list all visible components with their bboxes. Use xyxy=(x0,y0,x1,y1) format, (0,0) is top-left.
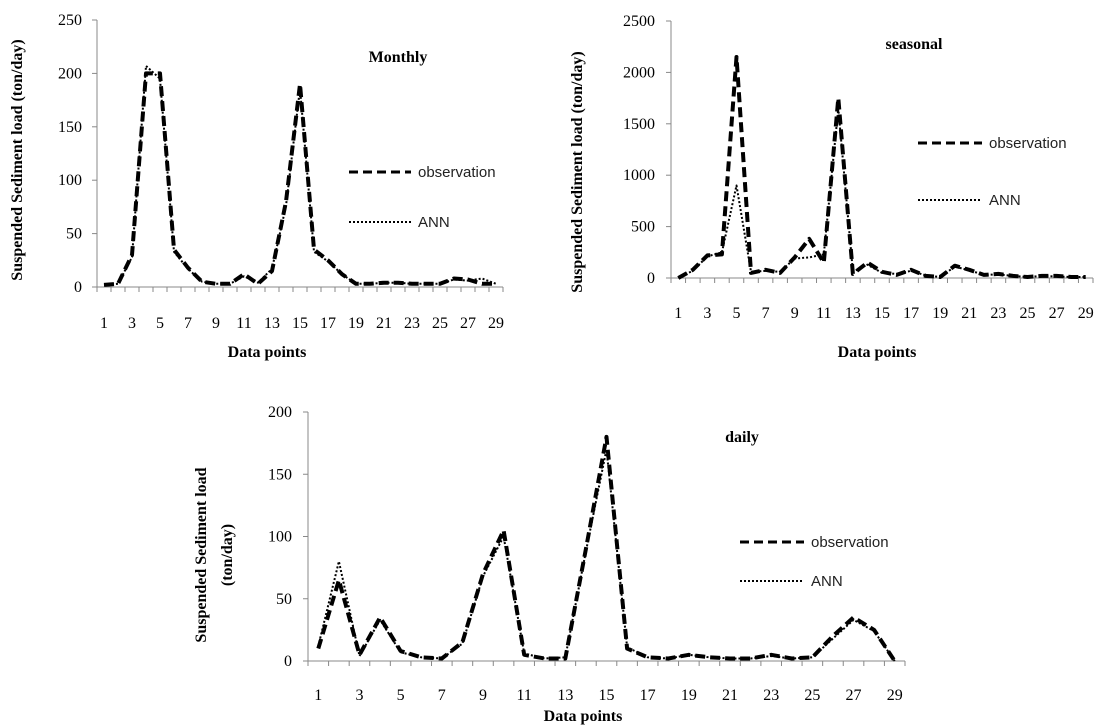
series-line-observation xyxy=(316,434,897,663)
x-tick-label: 15 xyxy=(292,315,308,332)
y-tick-label: 200 xyxy=(58,65,82,82)
x-tick-label: 19 xyxy=(348,315,364,332)
x-axis-title: Data points xyxy=(228,344,307,361)
x-tick-label: 25 xyxy=(432,315,448,332)
legend: observation ANN xyxy=(918,135,1067,209)
x-tick-label: 27 xyxy=(460,315,476,332)
chart-title: seasonal xyxy=(886,36,943,53)
x-tick-label: 21 xyxy=(376,315,392,332)
x-tick-label: 25 xyxy=(1020,305,1036,322)
x-tick-label: 29 xyxy=(1078,305,1094,322)
y-axis-title: Suspended Sediment load (ton/day) xyxy=(9,39,26,280)
y-tick-label: 1000 xyxy=(623,167,655,184)
x-tick-label: 13 xyxy=(557,687,573,704)
x-tick-label: 15 xyxy=(599,687,615,704)
y-tick-label: 50 xyxy=(276,591,292,608)
x-tick-label: 7 xyxy=(438,687,446,704)
series-line-ann xyxy=(677,107,1086,279)
y-tick-label: 200 xyxy=(268,404,292,421)
y-tick-label: 150 xyxy=(58,119,82,136)
x-tick-label: 3 xyxy=(703,305,711,322)
y-axis-title-line-1: Suspended Sediment load xyxy=(193,467,210,642)
x-tick-label: 21 xyxy=(722,687,738,704)
x-tick-label: 13 xyxy=(845,305,861,322)
legend-label-observation: observation xyxy=(811,534,889,551)
x-tick-label: 13 xyxy=(264,315,280,332)
x-tick-label: 27 xyxy=(1049,305,1065,322)
chart-title: daily xyxy=(725,429,759,446)
y-tick-label: 0 xyxy=(647,270,655,287)
series-line-observation xyxy=(677,55,1086,280)
x-tick-label: 17 xyxy=(640,687,656,704)
x-tick-label: 21 xyxy=(961,305,977,322)
x-tick-label: 9 xyxy=(212,315,220,332)
y-tick-label: 150 xyxy=(268,466,292,483)
x-tick-label: 17 xyxy=(903,305,919,322)
x-tick-label: 15 xyxy=(874,305,890,322)
x-tick-label: 1 xyxy=(674,305,682,322)
y-tick-label: 2000 xyxy=(623,64,655,81)
legend-label-observation: observation xyxy=(989,135,1067,152)
x-tick-label: 23 xyxy=(763,687,779,704)
x-tick-label: 19 xyxy=(932,305,948,322)
x-axis-title: Data points xyxy=(544,708,623,725)
y-tick-label: 500 xyxy=(631,219,655,236)
x-tick-label: 5 xyxy=(397,687,405,704)
y-tick-label: 2500 xyxy=(623,13,655,30)
y-tick-label: 100 xyxy=(58,172,82,189)
y-axis-title: Suspended Sediment load (ton/day) xyxy=(569,51,586,292)
series-line-ann xyxy=(317,448,896,662)
legend-label-ann: ANN xyxy=(989,192,1021,209)
x-tick-label: 7 xyxy=(184,315,192,332)
x-tick-label: 1 xyxy=(314,687,322,704)
x-tick-label: 25 xyxy=(804,687,820,704)
x-tick-label: 9 xyxy=(479,687,487,704)
x-tick-label: 17 xyxy=(320,315,336,332)
y-axis-title-line-2: (ton/day) xyxy=(219,524,236,586)
x-tick-label: 11 xyxy=(516,687,531,704)
x-tick-label: 23 xyxy=(404,315,420,332)
y-tick-label: 0 xyxy=(74,279,82,296)
x-tick-label: 5 xyxy=(156,315,164,332)
x-tick-label: 23 xyxy=(990,305,1006,322)
x-tick-label: 9 xyxy=(791,305,799,322)
x-tick-label: 7 xyxy=(762,305,770,322)
x-tick-label: 11 xyxy=(236,315,251,332)
x-tick-label: 1 xyxy=(100,315,108,332)
x-tick-label: 3 xyxy=(128,315,136,332)
x-tick-label: 11 xyxy=(816,305,831,322)
y-tick-label: 50 xyxy=(66,226,82,243)
series-line-observation xyxy=(103,71,496,287)
x-tick-label: 29 xyxy=(887,687,903,704)
x-tick-label: 5 xyxy=(732,305,740,322)
legend-label-ann: ANN xyxy=(418,214,450,231)
legend: observation ANN xyxy=(740,534,889,590)
x-tick-label: 3 xyxy=(355,687,363,704)
legend-label-ann: ANN xyxy=(811,573,843,590)
x-tick-label: 19 xyxy=(681,687,697,704)
chart-title: Monthly xyxy=(369,49,428,66)
y-tick-label: 0 xyxy=(284,653,292,670)
x-tick-label: 27 xyxy=(846,687,862,704)
y-tick-label: 250 xyxy=(58,12,82,29)
x-axis-title: Data points xyxy=(838,344,917,361)
x-tick-label: 29 xyxy=(488,315,504,332)
legend: observation ANN xyxy=(349,164,496,231)
legend-label-observation: observation xyxy=(418,164,496,181)
y-tick-label: 1500 xyxy=(623,116,655,133)
y-tick-label: 100 xyxy=(268,529,292,546)
